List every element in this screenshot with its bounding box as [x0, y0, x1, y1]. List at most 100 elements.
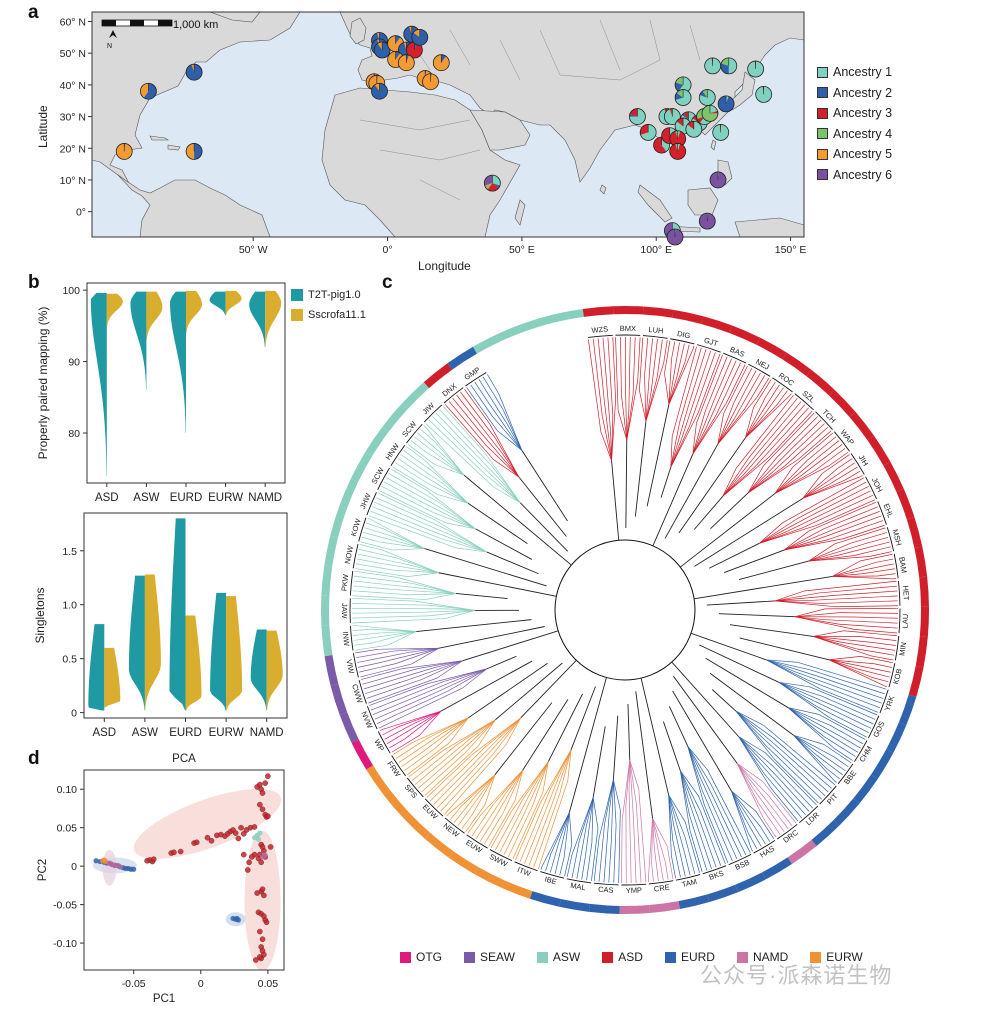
tree-tip	[591, 828, 599, 881]
tree-tip	[453, 796, 475, 823]
clade-bracket	[696, 344, 721, 353]
tree-branch	[673, 675, 738, 764]
tree-tip	[688, 799, 712, 870]
tree-tip	[400, 454, 445, 485]
tree-branch	[382, 549, 439, 574]
tree-branch	[480, 769, 524, 815]
tree-tip	[429, 746, 487, 802]
tree-tip	[461, 814, 473, 829]
legend-swatch	[817, 169, 828, 181]
tree-branch	[447, 668, 488, 692]
y-tick-label: -0.10	[53, 938, 77, 950]
group-ring-segment	[448, 851, 479, 875]
tree-tip	[837, 541, 890, 556]
tree-branch	[492, 769, 524, 823]
clade-bracket	[540, 871, 565, 879]
tree-branch	[443, 668, 488, 682]
group-ring-segment	[919, 606, 929, 638]
tree-branch	[435, 519, 487, 553]
clade-label: BSB	[734, 858, 751, 872]
ancestry-legend-item: Ancestry 4	[817, 124, 892, 145]
tree-tip	[689, 814, 708, 871]
group-ring-segment	[642, 306, 674, 318]
violin-half-sscrofa11-1	[226, 596, 243, 711]
clade-label: CAS	[598, 885, 614, 895]
group-ring-segment	[828, 389, 856, 417]
tree-tip	[774, 810, 789, 830]
group-ring-segment	[678, 894, 710, 909]
tree-tip	[383, 481, 423, 503]
ancestry-pie	[185, 63, 203, 81]
clade-label: TAM	[681, 877, 698, 889]
tree-tip	[470, 384, 493, 417]
tree-tip	[414, 737, 472, 785]
tree-branch	[793, 734, 844, 770]
tree-branch	[492, 769, 524, 805]
tree-tip	[364, 527, 397, 538]
tree-branch	[832, 564, 892, 577]
tree-tip	[649, 338, 653, 362]
tree-branch	[474, 774, 496, 798]
tree-branch	[808, 555, 854, 562]
tree-branch	[434, 463, 465, 476]
x-tick-label: NAMD	[250, 727, 284, 739]
legend-label: Ancestry 3	[833, 106, 893, 121]
singletons-violin-chart: 1.5 1.0 0.5 0 ASD ASW EURD EURW NAMD Singletons	[33, 512, 288, 739]
tree-branch	[424, 451, 465, 476]
tree-tip	[744, 370, 757, 391]
tree-branch	[413, 710, 442, 725]
pie-slice	[492, 183, 500, 188]
tree-tip	[806, 436, 837, 462]
tree-tip	[676, 343, 685, 376]
pie-slice	[664, 108, 681, 125]
tree-tip	[856, 648, 895, 656]
tree-tip	[857, 668, 890, 678]
tree-branch	[442, 717, 469, 734]
tree-tip	[374, 501, 460, 540]
tree-tip	[672, 840, 681, 878]
tree-branch	[738, 736, 766, 753]
tree-tip	[478, 379, 508, 425]
tree-tip	[393, 741, 414, 755]
group-ring-segment	[424, 832, 454, 858]
tree-branch	[646, 404, 670, 507]
pie-slice	[186, 64, 203, 81]
tree-branch	[687, 746, 712, 786]
tree-branch	[472, 774, 496, 815]
tree-branch	[438, 626, 545, 649]
clade-label: DIG	[676, 329, 691, 341]
pca-point-asd	[259, 806, 266, 813]
pca-point-asd	[257, 781, 263, 788]
tree-branch	[668, 345, 680, 405]
tree-branch	[470, 719, 496, 739]
clade-label: BMX	[620, 324, 636, 333]
clade-label: WZS	[591, 324, 608, 334]
tree-tip	[753, 788, 785, 832]
group-ring-segment	[898, 694, 917, 726]
north-label: N	[107, 43, 112, 50]
tree-branch	[611, 460, 620, 541]
clade-label: CHM	[857, 744, 874, 763]
violin-half-t2t-pig1-0	[250, 629, 267, 711]
clade-bracket	[390, 445, 406, 466]
tree-branch	[717, 413, 725, 445]
tree-tip	[417, 432, 443, 455]
map-y-tick-label: 30° N	[60, 112, 86, 124]
group-ring-segment	[867, 435, 891, 466]
tree-branch	[395, 557, 439, 574]
tree-branch	[493, 459, 520, 478]
clade-bracket	[349, 570, 354, 596]
group-ring-segment	[672, 309, 704, 324]
tree-tip	[840, 736, 861, 749]
tree-tip	[440, 753, 494, 812]
map-y-tick-label: 50° N	[60, 48, 86, 60]
clade-label: DRC	[781, 828, 800, 845]
legend-label: Ancestry 1	[833, 65, 893, 80]
pca-point-asd	[244, 867, 251, 873]
tree-tip	[423, 425, 427, 428]
tree-branch	[464, 719, 496, 754]
legend-label: EURD	[680, 950, 715, 964]
violin-half-t2t-pig1-0	[209, 291, 226, 316]
tree-tip	[650, 338, 658, 392]
tree-branch	[670, 438, 682, 468]
